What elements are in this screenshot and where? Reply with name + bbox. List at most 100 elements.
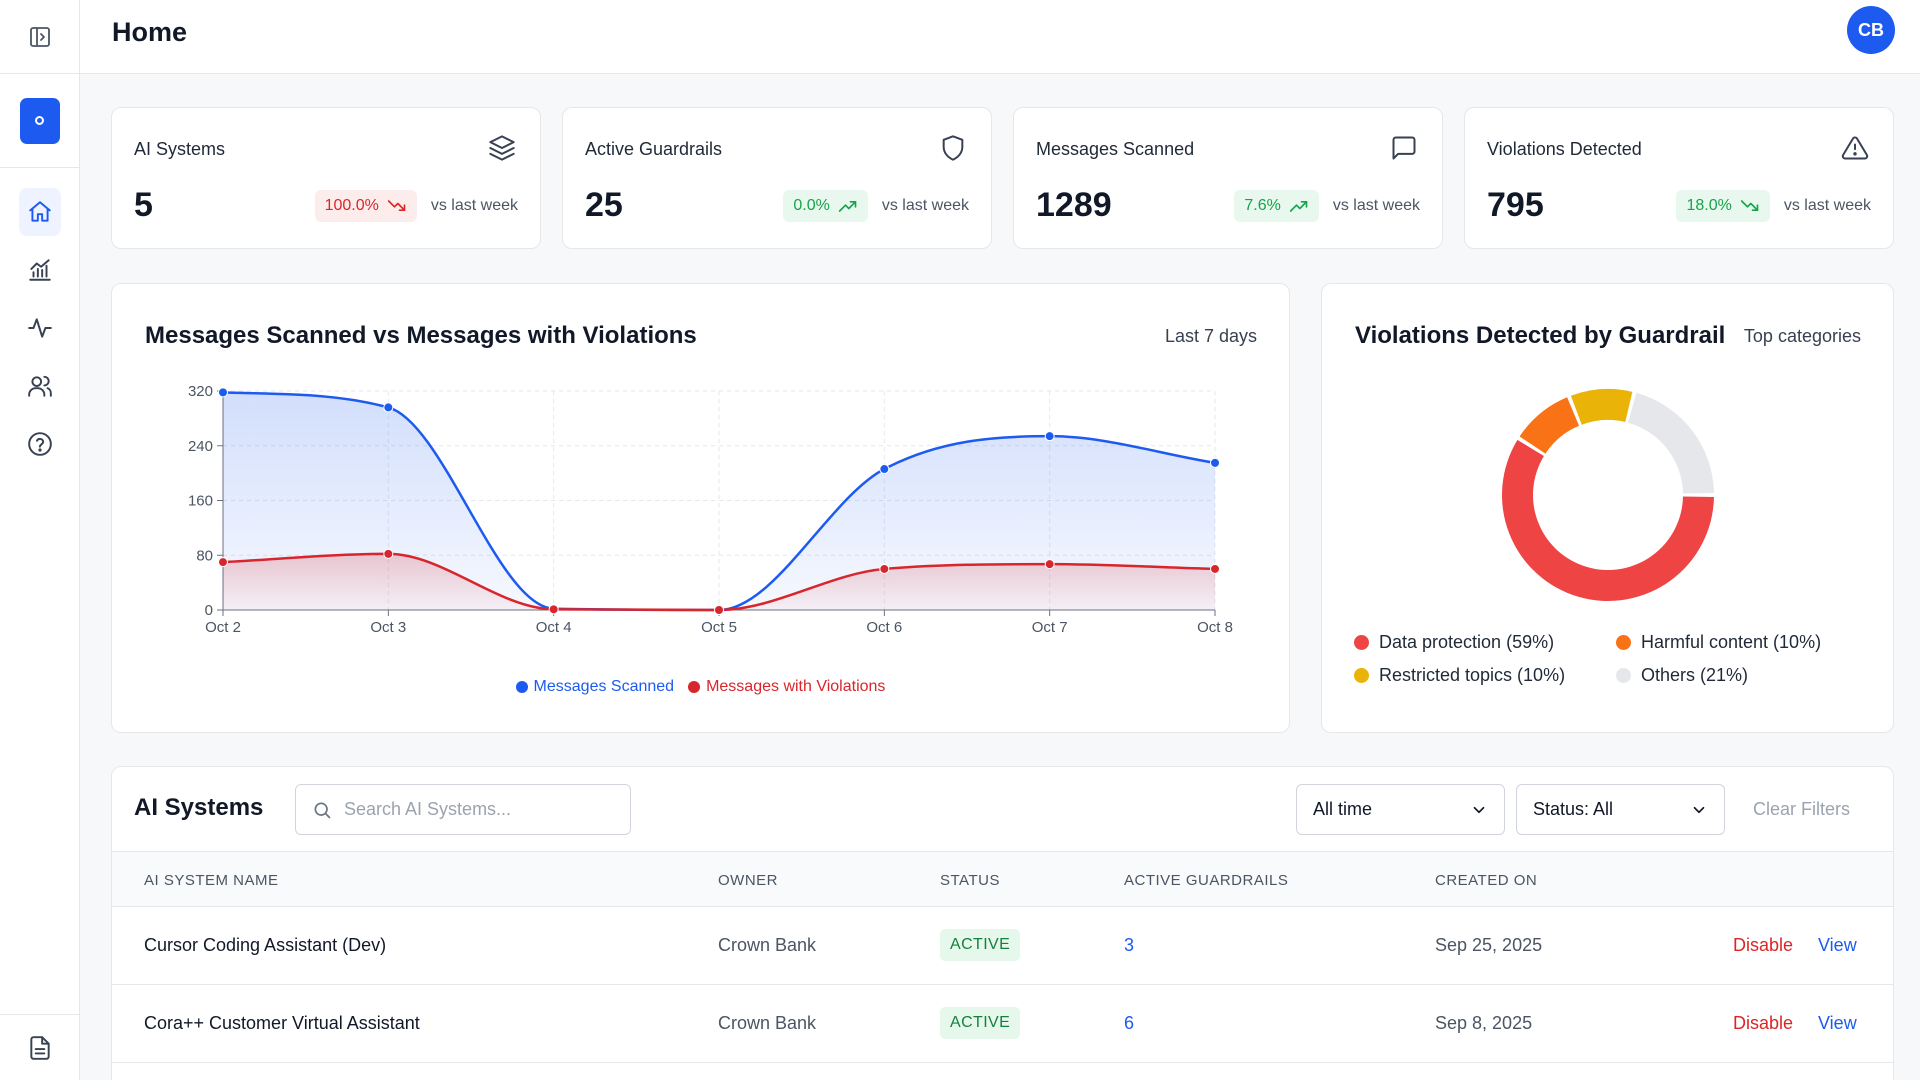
legend-item-others[interactable]: Others (21%)	[1616, 665, 1856, 686]
legend-item-restricted-topics[interactable]: Restricted topics (10%)	[1354, 665, 1616, 686]
status-badge: ACTIVE	[940, 929, 1021, 961]
legend-dot	[1616, 635, 1631, 650]
change-badge: 18.0%	[1676, 190, 1770, 222]
disable-button[interactable]: Disable	[1733, 1013, 1794, 1033]
line-chart: 0 80 160 240 320 Oct 2 Oct 3 Oct 4 Oct 5 Oct 6 Oct…	[188, 383, 1233, 636]
table-header: AI SYSTEM NAME OWNER STATUS ACTIVE GUARD…	[112, 852, 1893, 907]
search-input[interactable]	[344, 799, 604, 820]
legend-label: Messages with Violations	[706, 678, 886, 695]
alert-icon	[1841, 136, 1869, 160]
user-avatar[interactable]: CB	[1847, 6, 1895, 54]
stat-change: 100.0% vs last week	[314, 190, 518, 222]
document-icon	[30, 1035, 50, 1060]
cell-guardrails-link[interactable]: 6	[1124, 1013, 1135, 1033]
legend-item-messages-scanned[interactable]: Messages Scanned	[515, 678, 675, 696]
column-header-guardrails[interactable]: ACTIVE GUARDRAILS	[1124, 872, 1289, 889]
sidebar-item-users[interactable]	[19, 362, 61, 410]
donut-chart-subtitle: Top categories	[1743, 326, 1861, 346]
sidebar-nav	[0, 168, 79, 468]
cell-guardrails-link[interactable]: 3	[1124, 935, 1135, 955]
change-badge: 0.0%	[783, 190, 868, 222]
series-area-0	[223, 392, 1215, 610]
clear-filters-button[interactable]: Clear Filters	[1753, 799, 1851, 819]
sidebar-item-help[interactable]	[19, 420, 61, 468]
change-badge: 100.0%	[314, 190, 417, 222]
line-chart-title: Messages Scanned vs Messages with Violat…	[145, 322, 697, 349]
table-row[interactable]: Cursor Coding Assistant (Dev) Crown Bank…	[112, 907, 1893, 985]
sidebar-toggle-icon	[29, 26, 50, 47]
compare-label: vs last week	[1332, 197, 1420, 214]
donut-slice-2	[1570, 389, 1633, 425]
change-value: 7.6%	[1244, 197, 1281, 214]
cell-name: Cursor Coding Assistant (Dev)	[144, 935, 387, 955]
legend-item-harmful-content[interactable]: Harmful content (10%)	[1616, 632, 1856, 653]
shield-icon	[942, 135, 964, 161]
donut-chart	[1502, 389, 1714, 601]
data-point	[383, 548, 394, 559]
x-tick-label: Oct 7	[1032, 619, 1068, 636]
data-point	[1044, 559, 1055, 570]
cell-name: Cora++ Customer Virtual Assistant	[144, 1013, 420, 1033]
stat-label: AI Systems	[134, 139, 226, 159]
legend-label: Data protection (59%)	[1379, 632, 1555, 652]
time-filter-select[interactable]: All time	[1296, 784, 1505, 835]
sidebar-item-home[interactable]	[18, 188, 61, 236]
x-tick-label: Oct 5	[701, 619, 737, 636]
x-tick-label: Oct 8	[1197, 619, 1233, 636]
view-button[interactable]: View	[1818, 935, 1857, 955]
help-icon	[27, 432, 52, 456]
status-filter-select[interactable]: Status: All	[1516, 784, 1725, 835]
y-tick-label: 320	[188, 383, 213, 400]
column-header-name[interactable]: AI SYSTEM NAME	[144, 872, 279, 889]
column-header-created[interactable]: CREATED ON	[1435, 872, 1538, 889]
stat-change: 7.6% vs last week	[1234, 190, 1420, 222]
message-icon	[1392, 136, 1416, 160]
view-button[interactable]: View	[1818, 1013, 1857, 1033]
trend-down-icon	[387, 200, 406, 211]
column-header-owner[interactable]: OWNER	[718, 872, 778, 889]
x-tick-label: Oct 6	[866, 619, 902, 636]
change-value: 0.0%	[793, 197, 830, 214]
app-logo[interactable]	[19, 97, 60, 144]
stat-label: Messages Scanned	[1036, 139, 1195, 159]
donut-chart-card: Violations Detected by Guardrail Top cat…	[1321, 283, 1894, 733]
time-filter-value: All time	[1313, 799, 1373, 819]
compare-label: vs last week	[430, 197, 518, 214]
chart-icon	[28, 259, 51, 281]
x-tick-label: Oct 4	[536, 619, 572, 636]
y-tick-label: 160	[188, 493, 213, 510]
column-header-status[interactable]: STATUS	[940, 872, 1000, 889]
change-value: 18.0%	[1686, 197, 1732, 214]
page-title: Home	[112, 17, 188, 47]
line-chart-card: Messages Scanned vs Messages with Violat…	[111, 283, 1290, 733]
cell-owner: Crown Bank	[718, 935, 817, 955]
data-point	[218, 387, 228, 398]
data-point	[714, 605, 724, 615]
search-box	[295, 784, 631, 835]
users-icon	[27, 375, 52, 397]
stat-label: Active Guardrails	[585, 139, 723, 159]
donut-slice-3	[1628, 392, 1714, 494]
stat-value: 1289	[1036, 186, 1112, 224]
sidebar-item-docs[interactable]	[0, 1014, 80, 1080]
change-badge: 7.6%	[1234, 190, 1319, 222]
sidebar-item-activity[interactable]	[19, 304, 61, 352]
table-row[interactable]: Cora++ Customer Virtual Assistant Crown …	[112, 985, 1893, 1063]
legend-item-data-protection[interactable]: Data protection (59%)	[1354, 632, 1616, 653]
sidebar-item-analytics[interactable]	[19, 246, 61, 294]
stat-card-messages-scanned: Messages Scanned 1289 7.6% vs last week	[1013, 107, 1443, 249]
stat-value: 25	[585, 186, 623, 224]
logo-dot-icon	[35, 116, 44, 125]
stat-value: 5	[134, 186, 153, 224]
search-icon	[314, 802, 331, 818]
y-tick-label: 0	[205, 602, 213, 619]
donut-legend: Data protection (59%) Harmful content (1…	[1354, 632, 1874, 686]
legend-label: Messages Scanned	[533, 678, 675, 695]
legend-item-messages-with-violations[interactable]: Messages with Violations	[688, 678, 885, 696]
donut-slice-0	[1502, 439, 1714, 601]
disable-button[interactable]: Disable	[1733, 935, 1794, 955]
sidebar-toggle[interactable]	[0, 0, 79, 74]
line-chart-range: Last 7 days	[1164, 326, 1257, 346]
cell-owner: Crown Bank	[718, 1013, 817, 1033]
data-point	[548, 604, 559, 615]
